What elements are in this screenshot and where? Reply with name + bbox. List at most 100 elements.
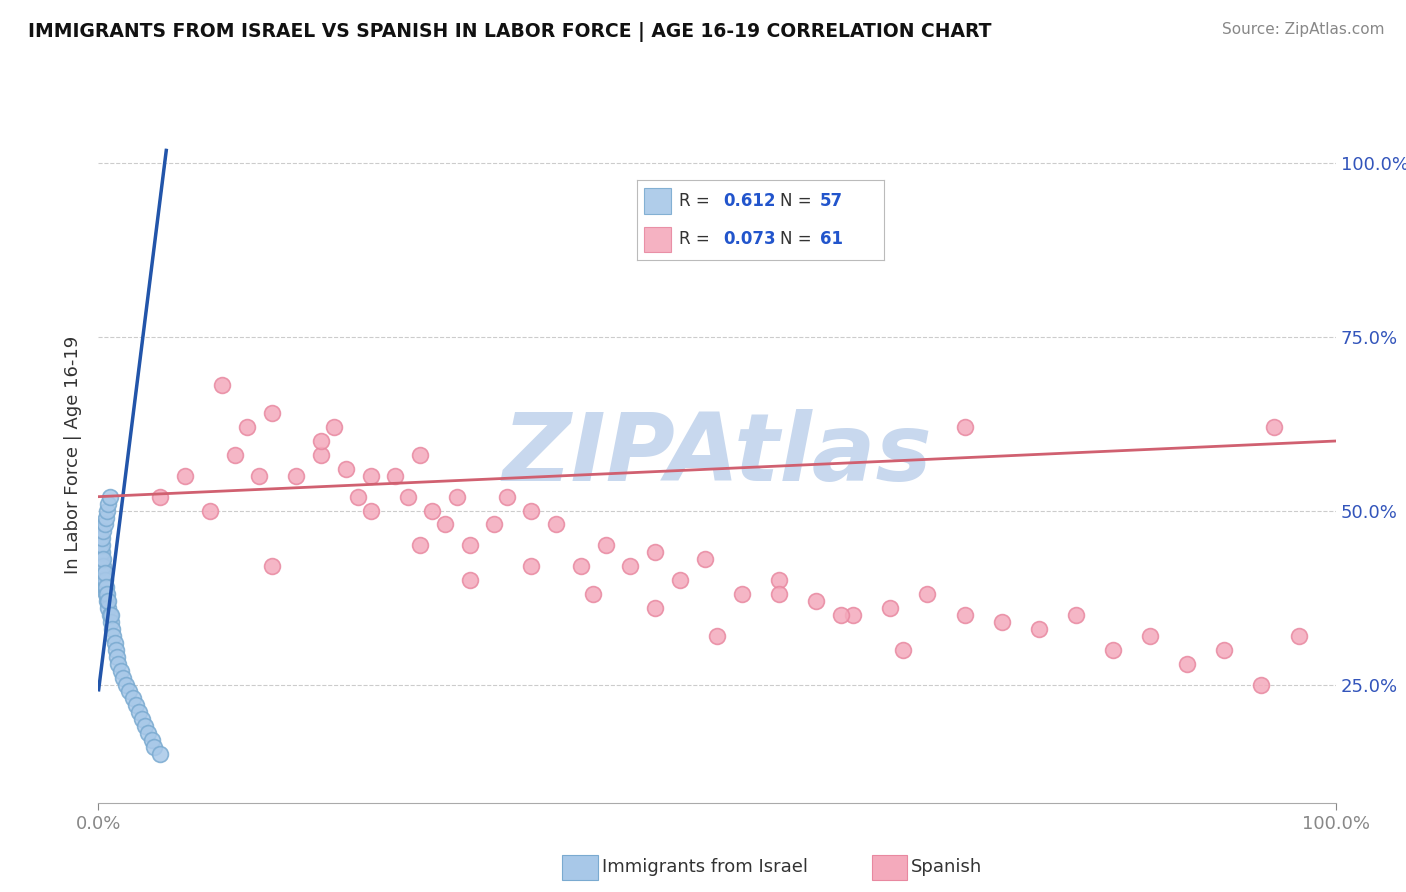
Point <box>409 538 432 552</box>
Point <box>458 573 481 587</box>
Point <box>891 642 914 657</box>
Point <box>1175 657 1198 671</box>
Point <box>731 587 754 601</box>
Point <box>94 587 117 601</box>
Point <box>224 448 246 462</box>
Point <box>103 629 125 643</box>
Point <box>285 468 308 483</box>
Point <box>990 615 1012 629</box>
Point <box>953 420 976 434</box>
Point <box>141 733 163 747</box>
Point <box>97 601 120 615</box>
Point <box>149 747 172 761</box>
Text: Immigrants from Israel: Immigrants from Israel <box>602 858 808 876</box>
Point <box>98 607 121 622</box>
Point <box>90 538 112 552</box>
Point <box>211 378 233 392</box>
Text: 57: 57 <box>820 192 842 210</box>
Point <box>484 517 506 532</box>
Point <box>879 601 901 615</box>
Point <box>149 490 172 504</box>
Point <box>100 607 122 622</box>
Point <box>89 552 111 566</box>
Point <box>644 601 666 615</box>
Point <box>93 552 115 566</box>
Point <box>768 587 790 601</box>
Point <box>520 559 543 574</box>
Point <box>104 642 127 657</box>
Point <box>91 559 114 574</box>
Text: R =: R = <box>679 192 710 210</box>
Point <box>89 545 111 559</box>
Text: ZIPAtlas: ZIPAtlas <box>502 409 932 501</box>
Point <box>595 538 617 552</box>
Point <box>335 462 357 476</box>
Point <box>546 517 568 532</box>
Point <box>124 698 146 713</box>
Bar <box>644 188 671 214</box>
Text: Spanish: Spanish <box>911 858 983 876</box>
Text: IMMIGRANTS FROM ISRAEL VS SPANISH IN LABOR FORCE | AGE 16-19 CORRELATION CHART: IMMIGRANTS FROM ISRAEL VS SPANISH IN LAB… <box>28 22 991 42</box>
Point <box>89 538 111 552</box>
Point <box>1263 420 1285 434</box>
Point <box>1288 629 1310 643</box>
Point <box>582 587 605 601</box>
Text: R =: R = <box>679 230 710 248</box>
Point <box>409 448 432 462</box>
Point <box>260 559 283 574</box>
Point <box>91 566 114 581</box>
Point <box>97 497 120 511</box>
Point <box>134 719 156 733</box>
Text: 0.612: 0.612 <box>723 192 776 210</box>
Text: 61: 61 <box>820 230 842 248</box>
Point <box>93 524 115 539</box>
Point <box>91 532 114 546</box>
Point <box>520 503 543 517</box>
Text: 0.073: 0.073 <box>723 230 776 248</box>
Point <box>174 468 197 483</box>
Text: N =: N = <box>780 230 811 248</box>
Point <box>128 706 150 720</box>
Point <box>236 420 259 434</box>
Point <box>93 566 115 581</box>
Point <box>131 712 153 726</box>
Point <box>458 538 481 552</box>
Point <box>917 587 939 601</box>
Point <box>93 566 115 581</box>
Point <box>90 532 112 546</box>
Point <box>669 573 692 587</box>
Point <box>89 532 111 546</box>
Point <box>91 538 114 552</box>
Point <box>953 607 976 622</box>
Y-axis label: In Labor Force | Age 16-19: In Labor Force | Age 16-19 <box>65 335 83 574</box>
Point <box>260 406 283 420</box>
Point <box>1213 642 1236 657</box>
Point <box>309 448 332 462</box>
Point <box>100 615 122 629</box>
Point <box>98 490 121 504</box>
Point <box>433 517 456 532</box>
Point <box>94 580 117 594</box>
Point <box>384 468 406 483</box>
Point <box>569 559 592 574</box>
Point <box>101 622 124 636</box>
Point <box>91 552 114 566</box>
Point <box>247 468 270 483</box>
Point <box>693 552 716 566</box>
Point <box>619 559 641 574</box>
Point <box>90 545 112 559</box>
Point <box>1250 677 1272 691</box>
Point <box>93 580 115 594</box>
Point <box>396 490 419 504</box>
Point <box>830 607 852 622</box>
Point <box>1102 642 1125 657</box>
Point <box>90 559 112 574</box>
Point <box>360 503 382 517</box>
Point <box>96 503 118 517</box>
Point <box>90 552 112 566</box>
Point <box>96 594 118 608</box>
Point <box>842 607 865 622</box>
Point <box>804 594 827 608</box>
Point <box>122 691 145 706</box>
Point <box>360 468 382 483</box>
